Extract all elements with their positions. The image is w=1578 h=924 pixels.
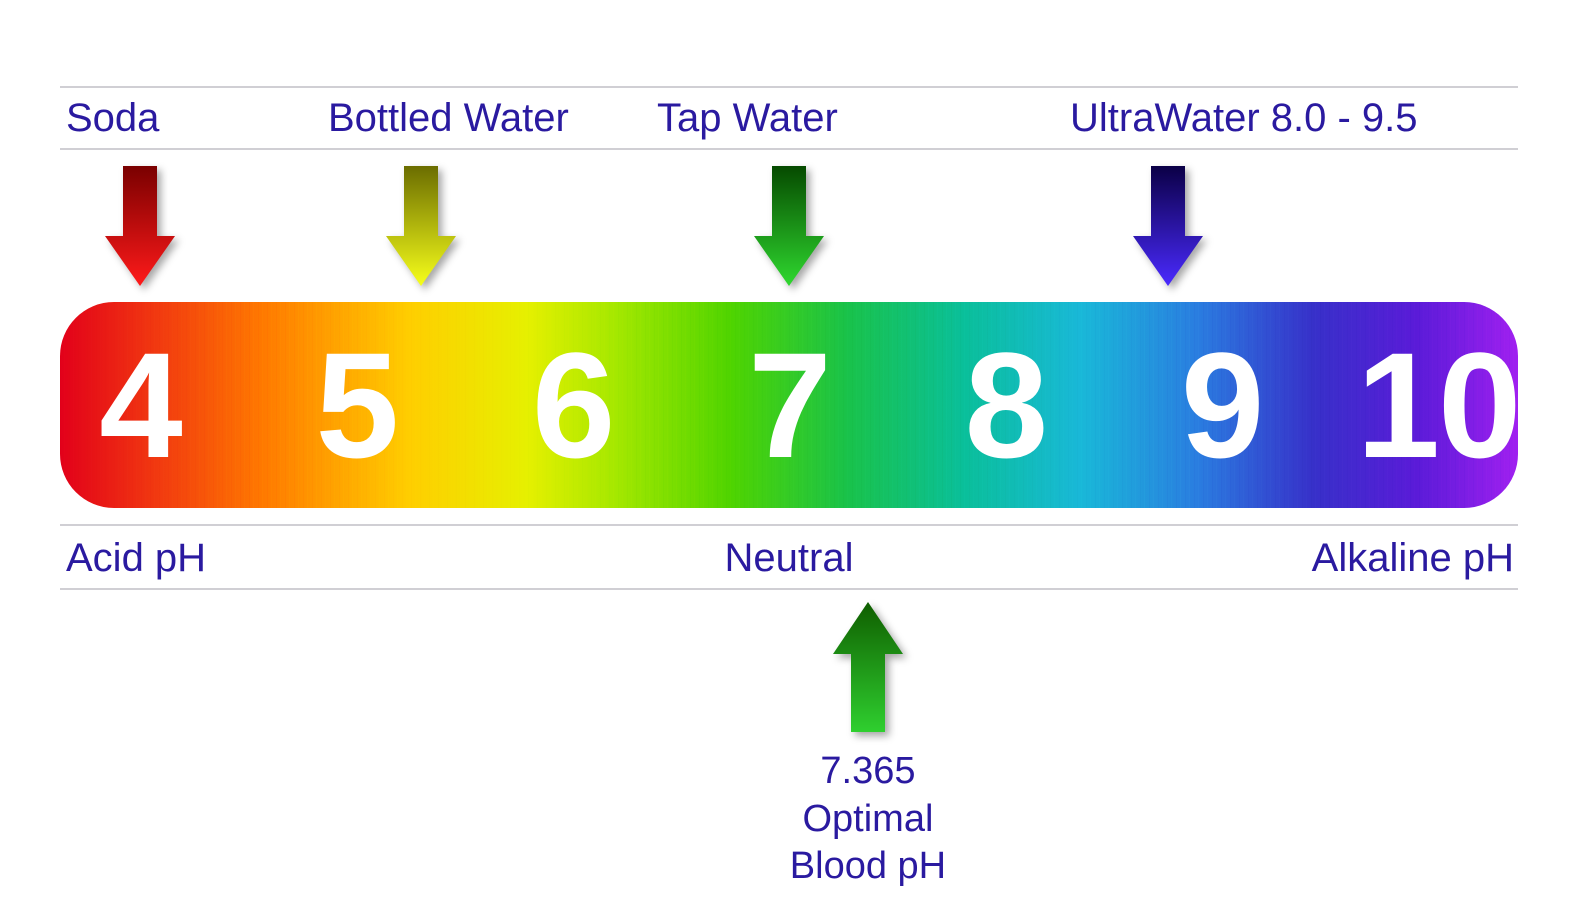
ph-number-6: 6 bbox=[532, 302, 613, 508]
ph-number-4: 4 bbox=[99, 302, 180, 508]
blood-ph-line-3: Blood pH bbox=[790, 843, 946, 891]
label-alkaline: Alkaline pH bbox=[1312, 536, 1514, 581]
ph-number-9: 9 bbox=[1181, 302, 1262, 508]
label-bottled: Bottled Water bbox=[328, 96, 569, 141]
blood-ph-caption: 7.365 Optimal Blood pH bbox=[790, 748, 946, 891]
rule-2 bbox=[60, 148, 1518, 150]
label-acid: Acid pH bbox=[66, 536, 206, 581]
ph-number-5: 5 bbox=[316, 302, 397, 508]
ph-number-7: 7 bbox=[748, 302, 829, 508]
arrow-bottled-icon bbox=[386, 166, 456, 286]
blood-ph-line-2: Optimal bbox=[790, 796, 946, 844]
arrow-blood-ph-icon bbox=[833, 602, 903, 732]
arrow-tap-icon bbox=[754, 166, 824, 286]
label-tap: Tap Water bbox=[657, 96, 838, 141]
rule-4 bbox=[60, 588, 1518, 590]
label-ultrawater: UltraWater 8.0 - 9.5 bbox=[1070, 96, 1418, 141]
label-soda: Soda bbox=[66, 96, 159, 141]
arrow-ultrawater-icon bbox=[1133, 166, 1203, 286]
ph-number-10: 10 bbox=[1357, 302, 1520, 508]
rule-3 bbox=[60, 524, 1518, 526]
label-neutral: Neutral bbox=[725, 536, 854, 581]
rule-1 bbox=[60, 86, 1518, 88]
ph-number-8: 8 bbox=[965, 302, 1046, 508]
blood-ph-value: 7.365 bbox=[790, 748, 946, 796]
ph-scale-infographic: Soda Bottled Water Tap Water UltraWater … bbox=[0, 0, 1578, 924]
arrow-soda-icon bbox=[105, 166, 175, 286]
